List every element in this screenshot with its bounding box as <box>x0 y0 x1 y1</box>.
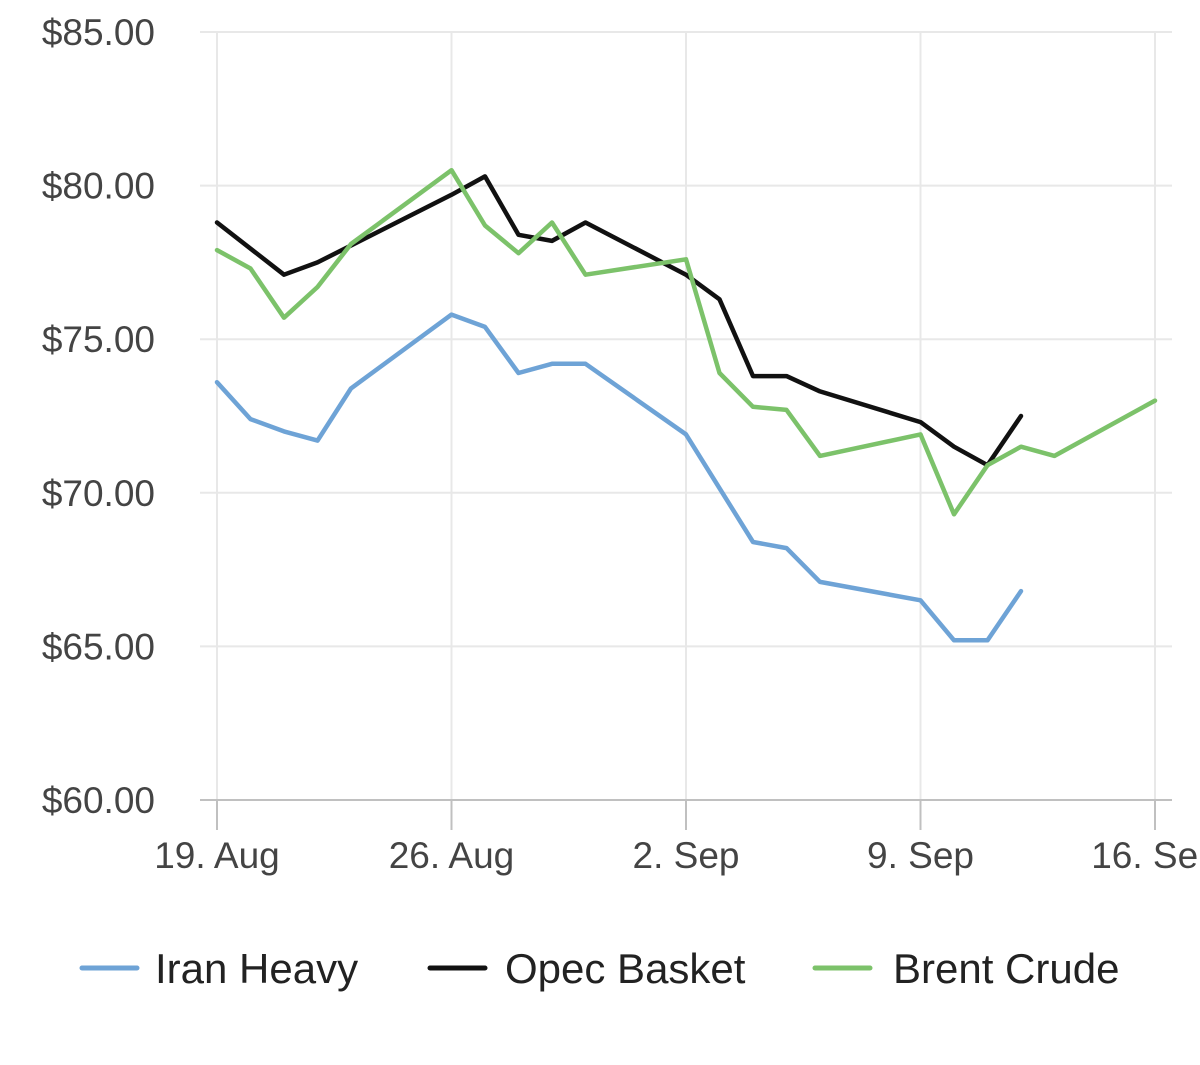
y-tick-label: $60.00 <box>42 780 155 821</box>
y-tick-label: $85.00 <box>42 12 155 53</box>
x-tick-label: 16. Sep <box>1091 835 1200 876</box>
series-lines <box>214 167 1158 643</box>
legend-item-iran-heavy[interactable]: Iran Heavy <box>79 945 358 992</box>
legend-label: Opec Basket <box>505 945 746 992</box>
series-line-iran-heavy[interactable] <box>214 312 1024 643</box>
x-tick-label: 9. Sep <box>867 835 974 876</box>
legend: Iran Heavy Opec Basket Brent Crude <box>79 945 1119 992</box>
y-tick-label: $75.00 <box>42 319 155 360</box>
legend-label: Brent Crude <box>893 945 1119 992</box>
x-tick-label: 19. Aug <box>154 835 280 876</box>
grid-lines <box>200 31 1172 800</box>
legend-item-opec-basket[interactable]: Opec Basket <box>427 945 746 992</box>
y-tick-label: $65.00 <box>42 626 155 667</box>
y-tick-label: $80.00 <box>42 166 155 207</box>
series-line-brent-crude[interactable] <box>214 167 1158 517</box>
legend-item-brent-crude[interactable]: Brent Crude <box>812 945 1119 992</box>
series-line-opec-basket[interactable] <box>214 174 1024 468</box>
x-tick-label: 26. Aug <box>389 835 515 876</box>
y-tick-label: $70.00 <box>42 473 155 514</box>
legend-label: Iran Heavy <box>155 945 358 992</box>
x-tick-label: 2. Sep <box>633 835 740 876</box>
axes: $85.00 $80.00 $75.00 $70.00 $65.00 $60.00 19. … <box>42 12 1200 876</box>
